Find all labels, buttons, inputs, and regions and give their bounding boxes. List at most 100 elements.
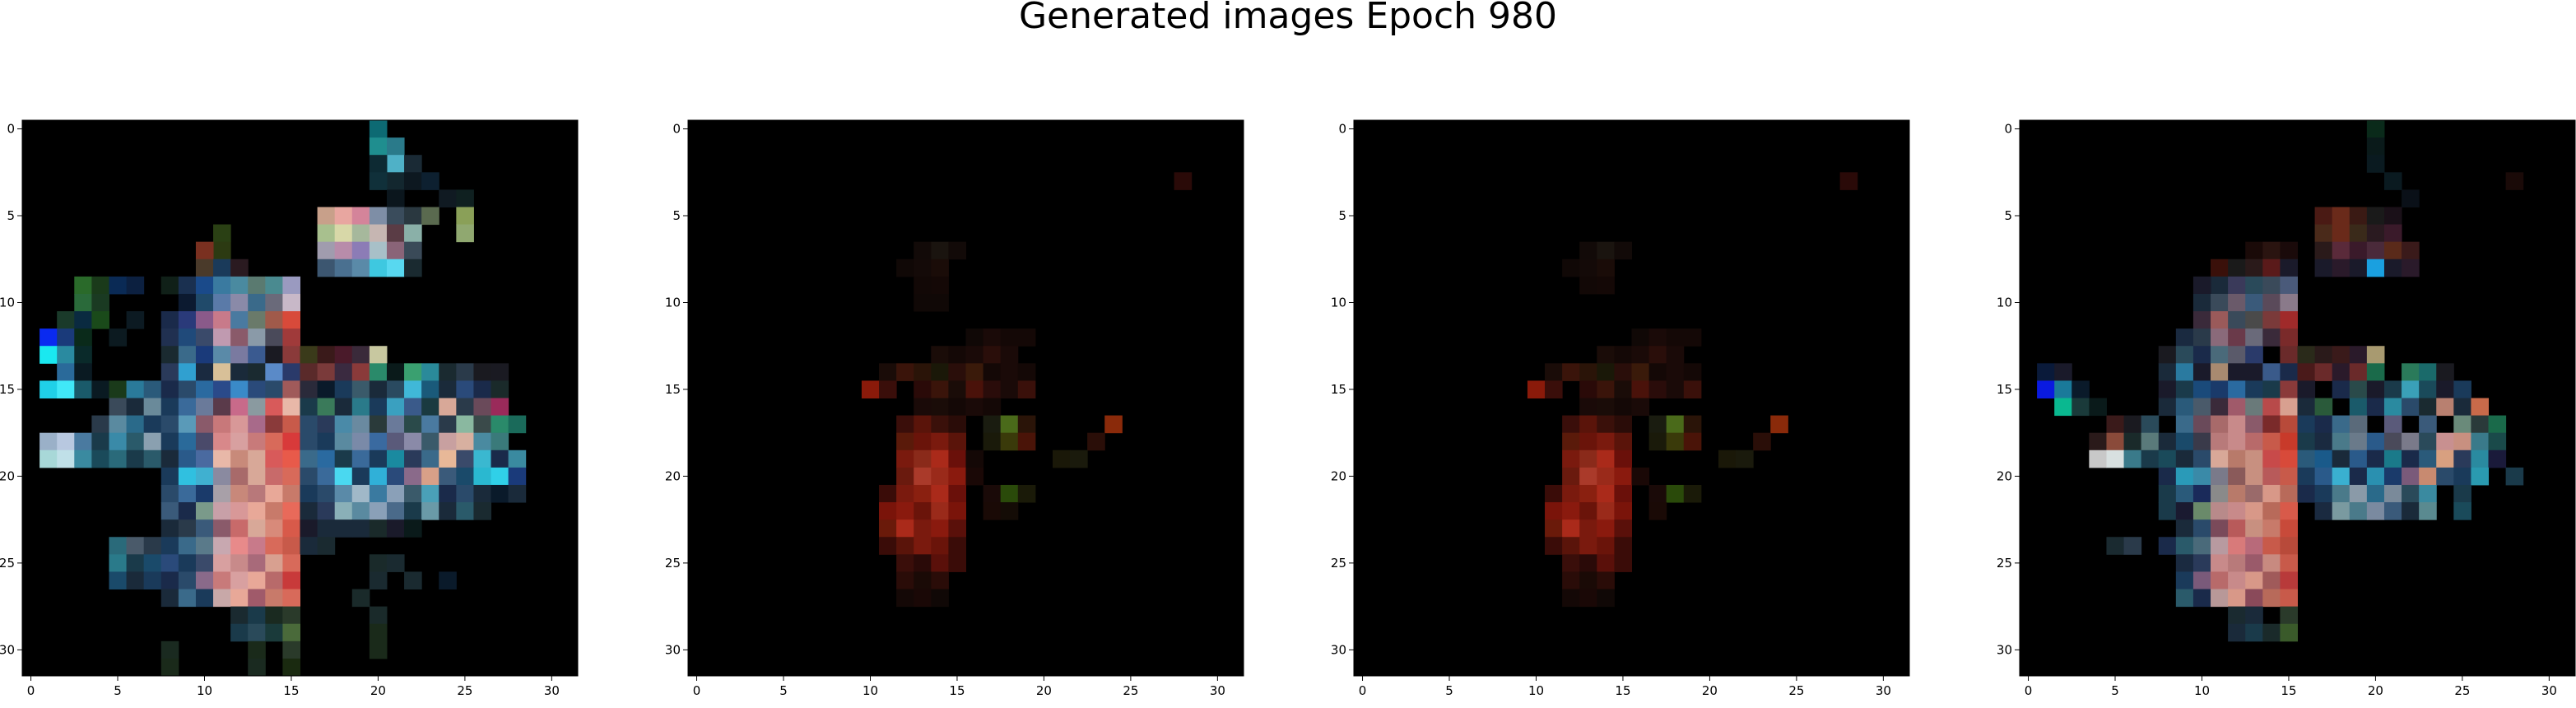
pixel-cell xyxy=(248,589,266,608)
pixel-cell xyxy=(439,415,457,434)
x-tick-label: 20 xyxy=(1036,683,1052,698)
pixel-cell xyxy=(2349,502,2368,520)
pixel-cell xyxy=(2175,415,2194,434)
pixel-cell xyxy=(160,363,179,381)
pixel-cell xyxy=(386,224,405,243)
pixel-cell xyxy=(195,241,214,260)
pixel-cell xyxy=(2366,398,2385,417)
pixel-cell xyxy=(369,554,388,572)
pixel-cell xyxy=(2228,606,2246,625)
y-tick-label: 0 xyxy=(2004,122,2012,137)
pixel-cell xyxy=(1000,502,1019,520)
pixel-cell xyxy=(230,484,249,503)
pixel-cell xyxy=(248,519,266,538)
pixel-cell xyxy=(421,502,439,520)
pixel-cell xyxy=(2314,363,2333,381)
pixel-cell xyxy=(317,415,336,434)
pixel-cell xyxy=(2192,502,2211,520)
pixel-cell xyxy=(1579,571,1597,590)
pixel-cell xyxy=(896,467,914,486)
pixel-cell xyxy=(282,502,300,520)
pixel-cell xyxy=(948,554,966,572)
pixel-cell xyxy=(2280,276,2298,295)
pixel-cell xyxy=(369,380,388,398)
pixel-cell xyxy=(896,589,914,608)
pixel-cell xyxy=(160,640,179,659)
pixel-cell xyxy=(1666,432,1685,451)
pixel-cell xyxy=(1614,467,1632,486)
pixel-cell xyxy=(1614,554,1632,572)
pixel-cell xyxy=(879,363,897,381)
pixel-cell xyxy=(2314,241,2333,260)
pixel-cell xyxy=(2141,449,2160,468)
pixel-cell xyxy=(2262,467,2281,486)
pixel-cell xyxy=(265,606,283,625)
pixel-cell xyxy=(300,537,319,555)
x-tick-label: 10 xyxy=(1528,683,1544,698)
pixel-cell xyxy=(2211,467,2229,486)
pixel-cell xyxy=(421,207,439,226)
pixel-cell xyxy=(248,623,266,642)
pixel-cell xyxy=(965,328,984,347)
pixel-cell xyxy=(317,346,336,364)
pixel-cell xyxy=(351,467,370,486)
pixel-cell xyxy=(213,519,231,538)
pixel-cell xyxy=(282,311,300,329)
pixel-cell xyxy=(1579,398,1597,417)
pixel-cell xyxy=(1597,554,1615,572)
pixel-cell xyxy=(2280,589,2298,608)
pixel-cell xyxy=(931,519,949,538)
pixel-cell xyxy=(317,449,336,468)
pixel-cell xyxy=(57,311,75,329)
axes-frame xyxy=(1353,119,1910,677)
pixel-cell xyxy=(317,502,336,520)
pixel-cell xyxy=(2228,623,2246,642)
pixel-cell xyxy=(248,415,266,434)
pixel-cell xyxy=(1579,467,1597,486)
pixel-cell xyxy=(282,398,300,417)
pixel-cell xyxy=(369,571,388,590)
x-tick-label: 10 xyxy=(2194,683,2210,698)
pixel-cell xyxy=(57,328,75,347)
pixel-cell xyxy=(1683,380,1702,398)
pixel-cell xyxy=(896,449,914,468)
pixel-cell xyxy=(91,311,109,329)
pixel-cell xyxy=(213,224,231,243)
x-tick-label: 30 xyxy=(1210,683,1225,698)
pixel-cell xyxy=(334,346,353,364)
pixel-cell xyxy=(230,606,249,625)
pixel-cell xyxy=(351,502,370,520)
pixel-cell xyxy=(1770,415,1788,434)
pixel-cell xyxy=(126,311,145,329)
pixel-cell xyxy=(439,363,457,381)
pixel-cell xyxy=(160,589,179,608)
pixel-cell xyxy=(2280,241,2298,260)
pixel-cell xyxy=(2280,259,2298,277)
pixel-cell xyxy=(143,537,162,555)
pixel-cell xyxy=(1545,519,1563,538)
pixel-cell xyxy=(74,380,92,398)
pixel-cell xyxy=(456,380,474,398)
pixel-cell xyxy=(160,415,179,434)
pixel-cell xyxy=(1562,537,1580,555)
pixel-cell xyxy=(2332,449,2350,468)
pixel-cell xyxy=(2436,398,2454,417)
pixel-cell xyxy=(386,554,405,572)
pixel-cell xyxy=(2228,432,2246,451)
pixel-cell xyxy=(230,293,249,312)
pixel-cell xyxy=(2228,554,2246,572)
pixel-cell xyxy=(213,311,231,329)
pixel-cell xyxy=(2245,606,2263,625)
pixel-cell xyxy=(2402,363,2420,381)
pixel-cell xyxy=(1579,449,1597,468)
pixel-cell xyxy=(2366,502,2385,520)
pixel-cell xyxy=(2245,293,2263,312)
pixel-cell xyxy=(2245,449,2263,468)
pixel-cell xyxy=(879,537,897,555)
pixel-cell xyxy=(914,554,932,572)
pixel-cell xyxy=(2366,241,2385,260)
pixel-cell xyxy=(491,449,509,468)
pixel-cell xyxy=(1614,415,1632,434)
pixel-cell xyxy=(195,432,214,451)
pixel-cell xyxy=(473,380,492,398)
